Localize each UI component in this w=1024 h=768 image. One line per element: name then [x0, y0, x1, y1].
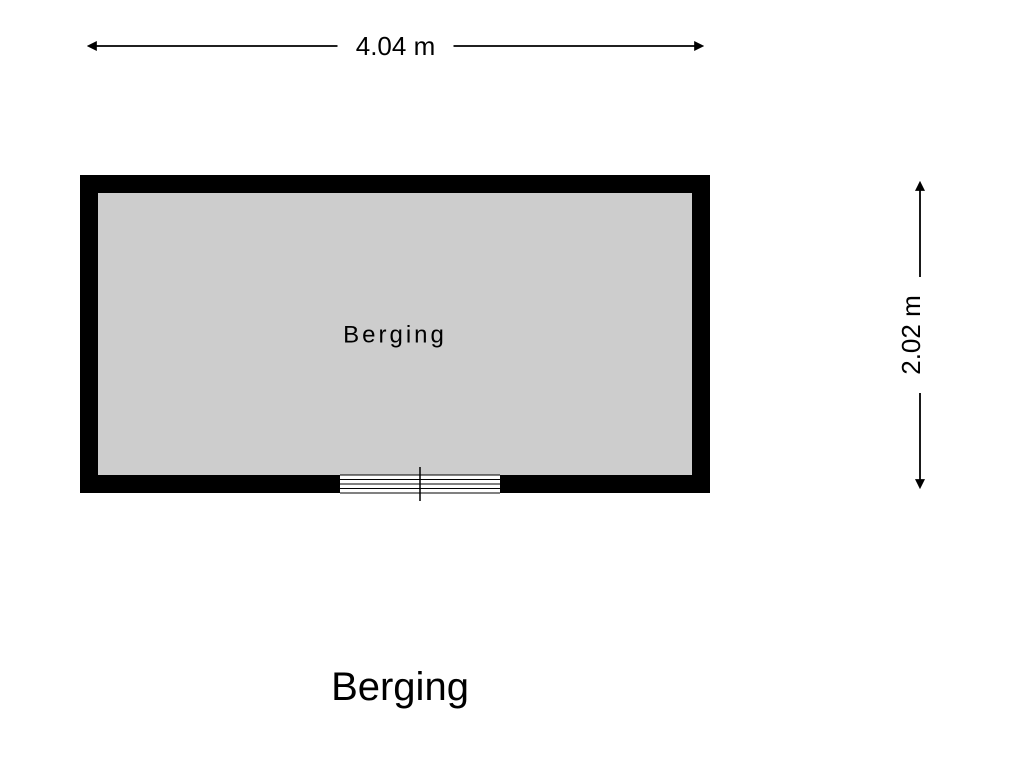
- dim-horizontal-label: 4.04 m: [356, 31, 436, 61]
- dim-vertical-label: 2.02 m: [896, 295, 926, 375]
- floorplan-title: Berging: [331, 665, 469, 709]
- room-label: Berging: [343, 321, 447, 348]
